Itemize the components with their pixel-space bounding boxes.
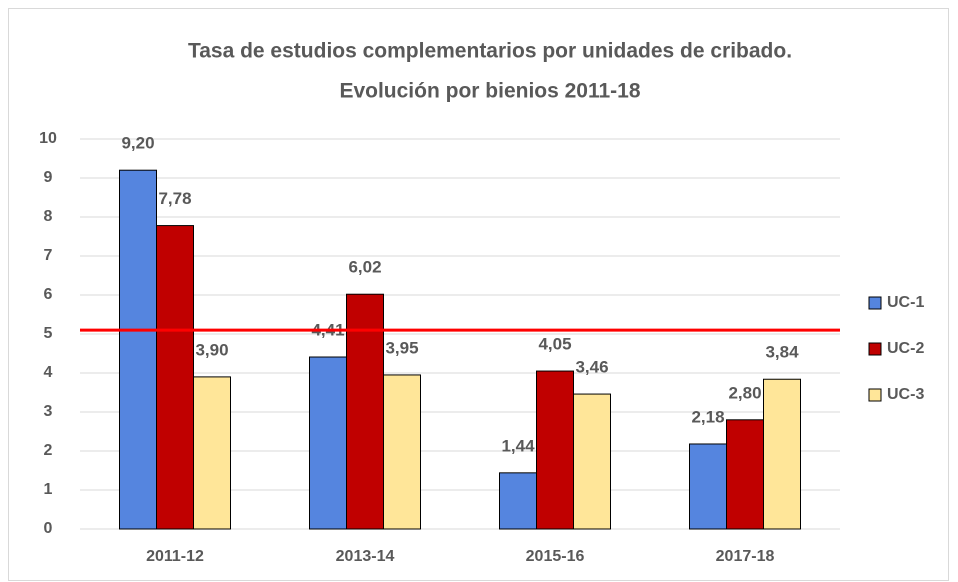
value-label: 3,46 <box>575 358 608 377</box>
bar <box>119 169 157 530</box>
bar <box>156 225 194 530</box>
bar <box>763 378 801 530</box>
x-tick-label: 2017-18 <box>716 548 775 565</box>
chart-title: Tasa de estudios complementarios por uni… <box>188 40 792 63</box>
chart-title: Evolución por bienios 2011-18 <box>339 80 640 103</box>
bar <box>346 293 384 530</box>
y-tick-label: 6 <box>44 286 53 303</box>
value-label: 3,95 <box>385 338 418 357</box>
legend-label: UC-1 <box>887 294 924 311</box>
legend-label: UC-3 <box>887 386 924 403</box>
y-tick-label: 7 <box>44 247 53 264</box>
legend-swatch <box>868 342 882 356</box>
value-label: 1,44 <box>501 436 535 455</box>
legend-swatch <box>868 296 882 310</box>
bar <box>536 370 574 530</box>
value-label: 2,18 <box>691 407 724 426</box>
x-tick-label: 2013-14 <box>336 548 395 565</box>
y-tick-label: 5 <box>44 325 53 342</box>
y-tick-label: 9 <box>44 169 53 186</box>
bar <box>383 374 421 530</box>
legend-label: UC-2 <box>887 340 924 357</box>
value-label: 7,78 <box>158 189 191 208</box>
legend-swatch <box>868 388 882 402</box>
y-tick-label: 2 <box>44 442 53 459</box>
bar <box>689 443 727 530</box>
value-label: 6,02 <box>348 258 381 277</box>
x-tick-label: 2015-16 <box>526 548 585 565</box>
y-tick-label: 8 <box>44 208 53 225</box>
bar <box>726 419 764 530</box>
value-label: 2,80 <box>728 383 761 402</box>
y-tick-label: 4 <box>44 364 53 381</box>
bar <box>309 356 347 530</box>
value-label: 4,05 <box>538 335 571 354</box>
y-tick-label: 0 <box>44 520 53 537</box>
value-label: 3,84 <box>765 343 799 362</box>
bar <box>193 376 231 530</box>
bar <box>499 472 537 530</box>
y-tick-label: 3 <box>44 403 53 420</box>
x-tick-label: 2011-12 <box>146 548 204 565</box>
value-label: 9,20 <box>121 134 154 153</box>
value-label: 3,90 <box>195 340 228 359</box>
bar <box>573 393 611 530</box>
y-tick-label: 10 <box>39 130 57 147</box>
y-tick-label: 1 <box>44 481 53 498</box>
